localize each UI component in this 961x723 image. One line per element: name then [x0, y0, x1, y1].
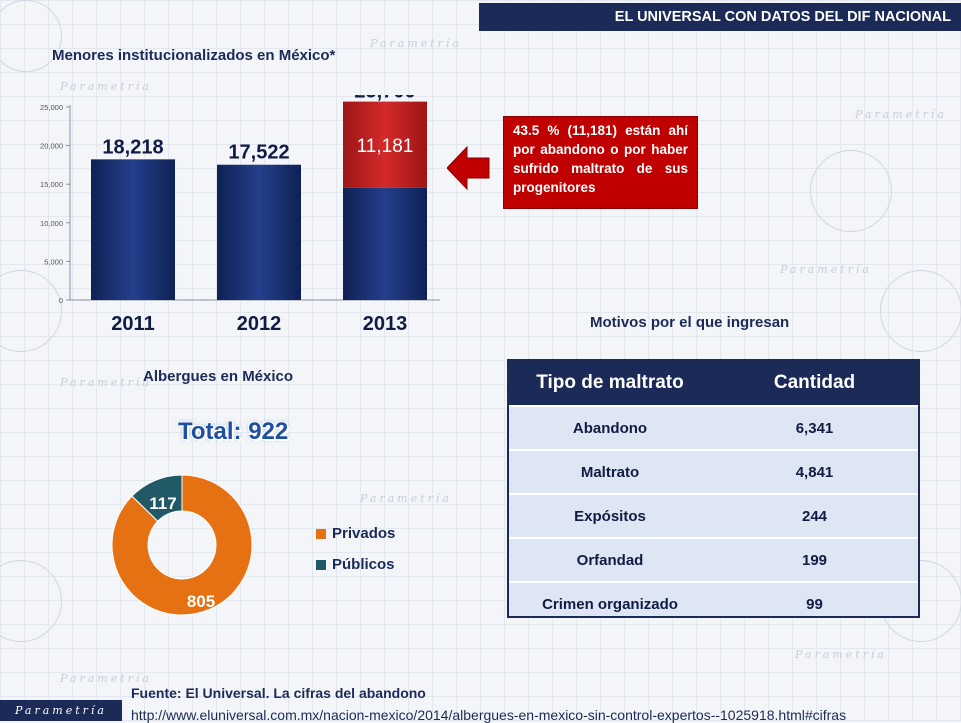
header-banner: EL UNIVERSAL CON DATOS DEL DIF NACIONAL: [479, 3, 961, 31]
source-link[interactable]: http://www.eluniversal.com.mx/nacion-mex…: [131, 707, 847, 723]
donut-chart: 117 805: [111, 474, 253, 616]
background-circle: [810, 150, 892, 232]
source-text: Fuente: El Universal. La cifras del aban…: [131, 685, 426, 701]
watermark-text: Parametría: [795, 648, 887, 661]
y-tick-label: 0: [59, 296, 63, 305]
bar-highlight-label: 11,181: [357, 136, 414, 157]
table-cell: 199: [801, 551, 828, 569]
table-cell: Maltrato: [580, 463, 640, 481]
watermark-text: Parametría: [780, 263, 872, 276]
table-row: Maltrato 4,841: [509, 449, 918, 493]
legend-item-privados: Privados: [316, 525, 395, 542]
legend-label: Privados: [332, 525, 396, 542]
bar-chart-title: Menores institucionalizados en México*: [52, 47, 336, 64]
x-tick-label: 2012: [237, 313, 282, 335]
parametria-logo: Parametría: [0, 700, 122, 721]
bar-2013: [343, 187, 427, 300]
bar-total-label: 17,522: [228, 142, 289, 164]
table-cell: Abandono: [572, 419, 648, 437]
watermark-text: Parametría: [370, 37, 462, 50]
bar-2012: [217, 164, 301, 300]
callout-box: 43.5 % (11,181) están ahí por abandono o…: [503, 116, 698, 209]
table-row: Expósitos 244: [509, 493, 918, 537]
table-cell: Expósitos: [574, 507, 646, 525]
watermark-text: Parametría: [60, 376, 152, 389]
y-tick-label: 15,000: [40, 180, 63, 189]
x-tick-label: 2011: [111, 313, 154, 335]
bar-total-label: 25,700: [354, 95, 415, 103]
bar-chart: 0 5,000 10,000 15,000 20,000 25,000 18,218 201…: [40, 95, 440, 335]
y-tick-label: 20,000: [40, 142, 63, 151]
donut-value-label: 805: [187, 592, 215, 611]
watermark-text: Parametría: [360, 492, 452, 505]
x-tick-label: 2013: [363, 313, 408, 335]
column-header: Tipo de maltrato: [536, 372, 684, 393]
background-circle: [0, 0, 62, 72]
legend-swatch-teal: [316, 559, 326, 570]
bar-2011: [91, 159, 175, 300]
table-row: Crimen organizado 99: [509, 581, 918, 625]
table-cell: 6,341: [795, 419, 834, 437]
table-cell: Orfandad: [576, 551, 644, 569]
table-header: Tipo de maltrato Cantidad: [509, 361, 918, 405]
y-tick-label: 5,000: [44, 257, 63, 266]
table-row: Abandono 6,341: [509, 405, 918, 449]
background-circle: [880, 270, 961, 352]
bar-total-label: 18,218: [102, 136, 163, 158]
table-row: Orfandad 199: [509, 537, 918, 581]
motivos-title: Motivos por el que ingresan: [590, 314, 790, 331]
table-cell: 244: [801, 507, 828, 525]
callout-arrow-icon: [447, 145, 490, 191]
donut-slice-privados: [111, 474, 253, 616]
watermark-text: Parametría: [60, 672, 152, 685]
watermark-text: Parametría: [855, 108, 947, 121]
legend-label: Públicos: [332, 556, 395, 573]
bar-2013-highlight: [343, 101, 427, 188]
y-tick-label: 10,000: [40, 219, 63, 228]
table-cell: 99: [806, 595, 823, 613]
total-label: Total: 922: [178, 418, 289, 445]
donut-value-label: 117: [149, 494, 176, 513]
table-cell: Crimen organizado: [542, 595, 678, 613]
legend-item-publicos: Públicos: [316, 556, 395, 573]
table-cell: 4,841: [795, 463, 834, 481]
watermark-text: Parametría: [60, 80, 152, 93]
motivos-table: Tipo de maltrato Cantidad Abandono 6,341…: [507, 359, 920, 618]
legend-swatch-orange: [316, 528, 326, 539]
albergues-title: Albergues en México: [143, 368, 294, 385]
y-tick-label: 25,000: [40, 103, 63, 112]
column-header: Cantidad: [773, 372, 856, 393]
